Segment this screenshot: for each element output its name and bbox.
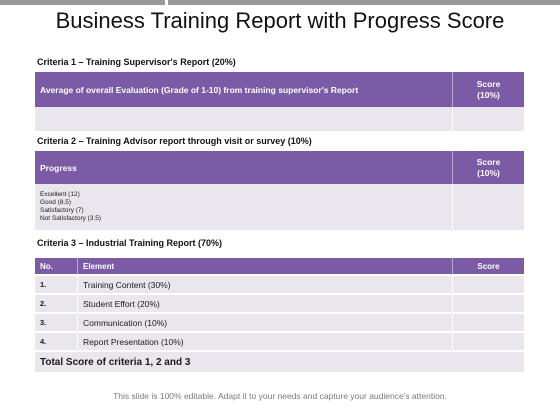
page-title: Business Training Report with Progress S… [55,8,505,33]
row-element: Training Content (30%) [78,276,453,293]
progress-item: Not Satisfactory (3.5) [40,215,102,222]
criteria1-heading: Criteria 1 – Training Supervisor's Repor… [37,57,236,67]
score-label: Score [476,156,501,167]
criteria2-score-header: Score (10%) [453,151,524,184]
criteria2-value-row: Excellent (12) Good (8.5) Satisfactory (… [35,184,524,230]
row-score-cell[interactable] [453,314,524,331]
row-element: Report Presentation (10%) [78,333,453,350]
progress-item: Good (8.5) [40,199,72,206]
row-number: 3. [35,314,78,331]
progress-item: Excellent (12) [40,191,80,198]
row-element: Student Effort (20%) [78,295,453,312]
row-score-cell[interactable] [453,276,524,293]
criteria1-score-header: Score (10%) [453,72,524,107]
criteria3-heading: Criteria 3 – Industrial Training Report … [37,238,223,248]
criteria1-table: Average of overall Evaluation (Grade of … [35,72,524,131]
criteria1-value-cell[interactable] [35,107,453,131]
criteria1-score-cell[interactable] [453,107,524,131]
total-score-label: Total Score of criteria 1, 2 and 3 [40,356,191,368]
criteria1-header-row: Average of overall Evaluation (Grade of … [35,72,524,107]
row-score-cell[interactable] [453,333,524,350]
criteria2-header-row: Progress Score (10%) [35,151,524,184]
criteria3-header-row: No. Element Score [35,258,524,274]
table-row: 3. Communication (10%) [35,314,524,331]
score-label: Score [476,78,501,89]
footer-note: This slide is 100% editable. Adapt it to… [113,391,447,401]
top-bar-segment [0,0,165,5]
table-row: 2. Student Effort (20%) [35,295,524,312]
table-row: 4. Report Presentation (10%) [35,333,524,350]
row-score-cell[interactable] [453,295,524,312]
column-header-element: Element [78,258,453,274]
progress-scale-list: Excellent (12) Good (8.5) Satisfactory (… [35,184,453,230]
criteria2-table: Progress Score (10%) Excellent (12) Good… [35,151,524,230]
criteria1-value-row [35,107,524,131]
criteria2-score-cell[interactable] [453,184,524,230]
criteria1-description: Average of overall Evaluation (Grade of … [35,72,453,107]
row-element: Communication (10%) [78,314,453,331]
row-number: 1. [35,276,78,293]
top-bar-segment [168,0,560,5]
row-number: 2. [35,295,78,312]
score-weight: (10%) [477,167,500,178]
score-weight: (10%) [477,89,500,100]
column-header-score: Score [477,261,500,271]
row-number: 4. [35,333,78,350]
table-row: 1. Training Content (30%) [35,276,524,293]
criteria2-progress-header: Progress [35,151,453,184]
criteria2-heading: Criteria 2 – Training Advisor report thr… [37,136,312,146]
top-decorative-bar [0,0,560,5]
criteria3-table: No. Element Score 1. Training Content (3… [35,258,524,372]
column-header-no: No. [35,258,78,274]
progress-item: Satisfactory (7) [40,207,84,214]
total-row: Total Score of criteria 1, 2 and 3 [35,352,524,372]
